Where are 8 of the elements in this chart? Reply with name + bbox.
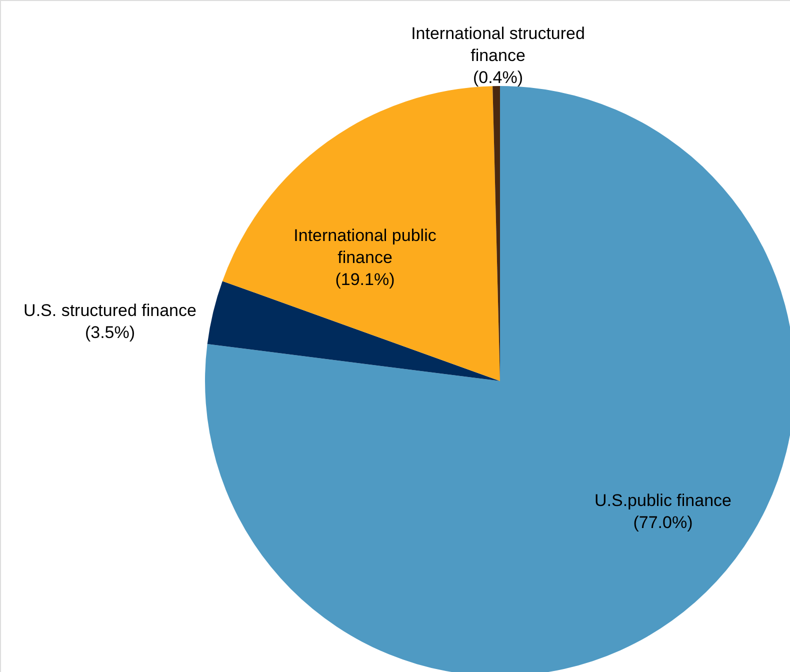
data-label: (77.0%) xyxy=(633,513,693,532)
slice-label: U.S.public finance xyxy=(594,491,732,510)
data-label: (0.4%) xyxy=(472,68,524,87)
slice-label: International structured finance xyxy=(411,24,585,65)
data-label: (19.1%) xyxy=(335,270,395,289)
slice-label: International public finance xyxy=(294,226,437,267)
slice-label: U.S. structured finance xyxy=(24,301,196,320)
data-label: (3.5%) xyxy=(84,323,136,342)
